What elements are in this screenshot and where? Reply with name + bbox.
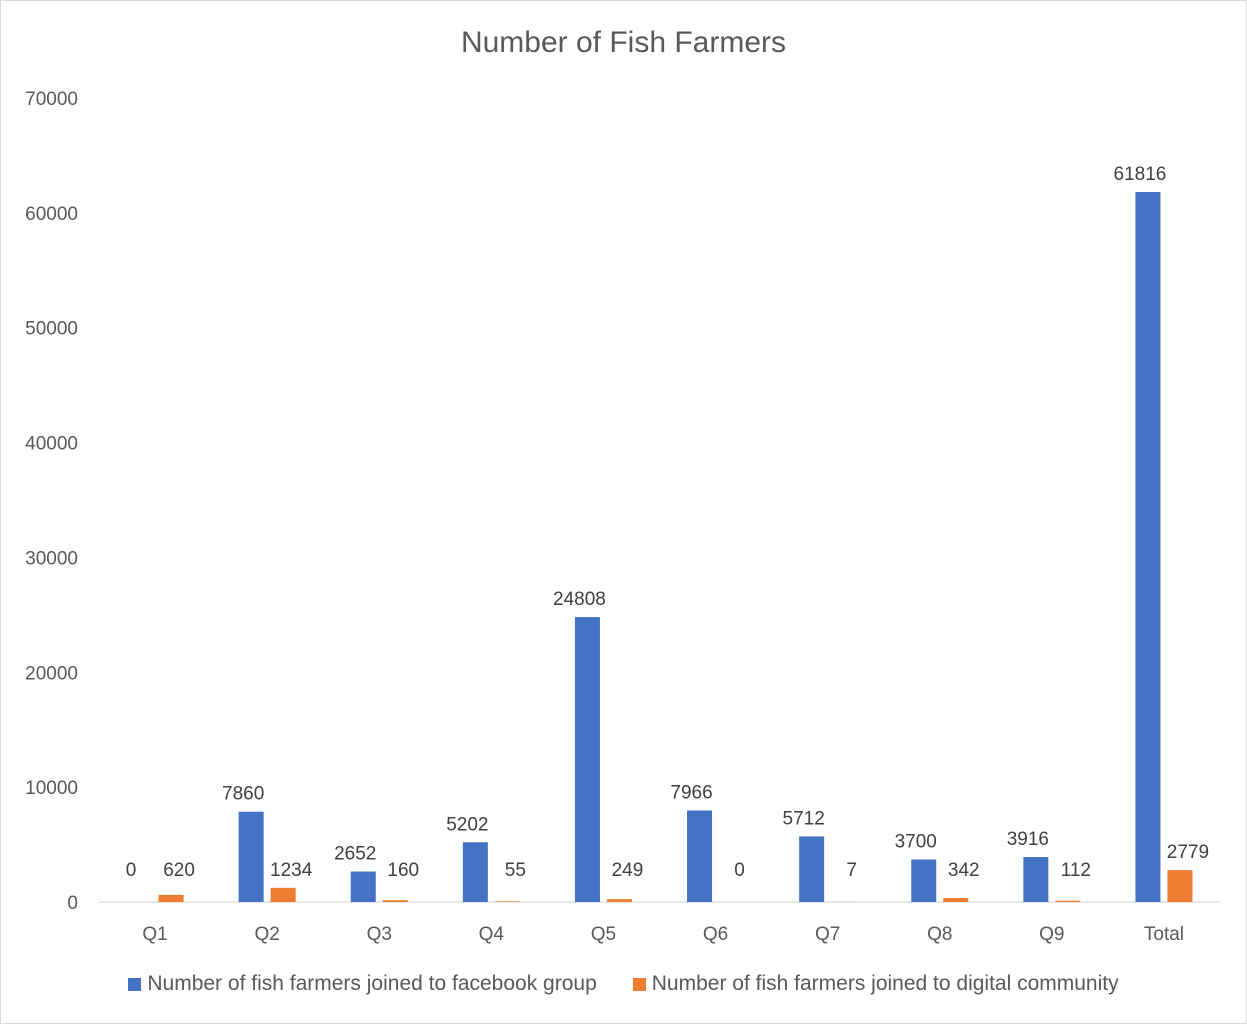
x-tick-label: Q8 — [927, 924, 952, 945]
data-label-digital: 0 — [734, 860, 745, 881]
x-tick-label: Q6 — [703, 924, 728, 945]
data-label-facebook: 0 — [126, 860, 137, 881]
bar-facebook — [462, 842, 488, 902]
data-label-digital: 2779 — [1167, 842, 1209, 863]
bar-facebook — [574, 617, 600, 902]
data-label-digital: 620 — [163, 860, 195, 881]
data-label-digital: 7 — [846, 860, 857, 881]
data-label-facebook: 3700 — [895, 832, 937, 853]
bar-facebook — [350, 871, 376, 902]
data-label-digital: 112 — [1061, 860, 1091, 881]
data-label-digital: 1234 — [270, 860, 313, 881]
bar-digital — [158, 894, 184, 902]
chart-title: Number of Fish Farmers — [460, 26, 787, 59]
bar-facebook — [687, 810, 713, 902]
legend-item-digital: Number of fish farmers joined to digital… — [632, 972, 1119, 996]
legend-item-facebook: Number of fish farmers joined to faceboo… — [128, 972, 597, 996]
legend-swatch-facebook — [128, 977, 142, 991]
y-tick-label: 0 — [67, 893, 78, 914]
data-label-facebook: 7860 — [222, 784, 264, 805]
bar-digital — [1167, 870, 1193, 902]
x-tick-label: Q4 — [479, 924, 505, 945]
data-label-digital: 160 — [387, 860, 419, 881]
bar-digital — [494, 901, 520, 902]
legend: Number of fish farmers joined to faceboo… — [0, 972, 1247, 996]
data-label-digital: 342 — [948, 860, 980, 881]
bar-digital — [943, 898, 969, 902]
bar-facebook — [1135, 191, 1161, 902]
data-label-digital: 249 — [612, 860, 644, 881]
y-tick-label: 40000 — [25, 434, 78, 455]
legend-label-digital: Number of fish farmers joined to digital… — [651, 972, 1119, 995]
bar-facebook — [1023, 857, 1049, 902]
bar-facebook — [911, 859, 937, 902]
y-tick-label: 20000 — [25, 663, 78, 684]
x-tick-label: Q9 — [1039, 924, 1064, 945]
y-tick-label: 10000 — [25, 778, 78, 799]
data-label-facebook: 2652 — [334, 844, 376, 865]
y-tick-label: 50000 — [25, 319, 78, 340]
legend-swatch-digital — [632, 977, 646, 991]
y-tick-label: 30000 — [25, 548, 78, 569]
x-tick-label: Q5 — [591, 924, 616, 945]
bar-facebook — [238, 811, 264, 902]
x-tick-label: Q1 — [142, 924, 167, 945]
bar-digital — [606, 899, 632, 902]
bar-facebook — [799, 836, 825, 902]
x-tick-label: Q7 — [815, 924, 840, 945]
bar-digital — [1055, 900, 1081, 902]
data-label-digital: 55 — [505, 860, 526, 881]
y-tick-label: 70000 — [25, 89, 78, 110]
x-tick-label: Total — [1144, 924, 1184, 945]
data-label-facebook: 5202 — [446, 814, 488, 835]
data-label-facebook: 24808 — [553, 589, 606, 610]
legend-label-facebook: Number of fish farmers joined to faceboo… — [147, 972, 597, 995]
data-label-facebook: 5712 — [783, 808, 825, 829]
bar-digital — [382, 900, 408, 902]
y-tick-label: 60000 — [25, 204, 78, 225]
bar-digital — [270, 887, 296, 902]
data-label-facebook: 3916 — [1007, 829, 1049, 850]
data-label-facebook: 7966 — [670, 783, 712, 804]
x-tick-label: Q3 — [367, 924, 392, 945]
x-tick-label: Q2 — [254, 924, 279, 945]
data-label-facebook: 61816 — [1114, 164, 1167, 185]
